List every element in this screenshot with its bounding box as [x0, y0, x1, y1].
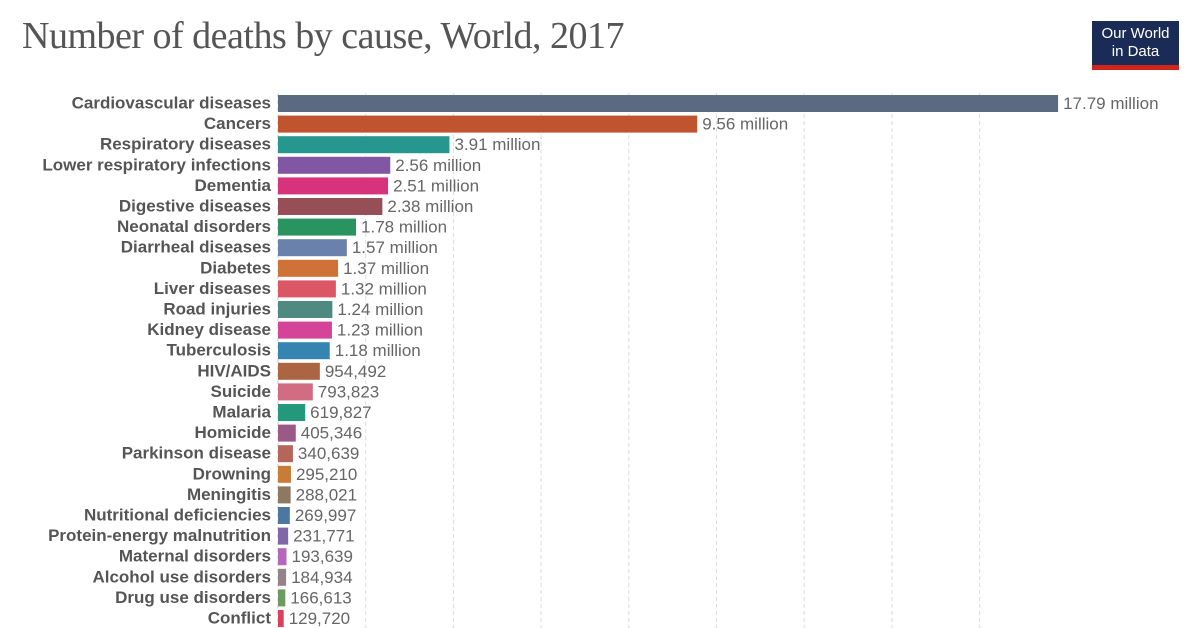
- bar[interactable]: [278, 383, 313, 401]
- value-label: 1.32 million: [341, 279, 427, 298]
- value-label: 166,613: [290, 588, 351, 607]
- value-label: 193,639: [291, 547, 352, 566]
- category-label: Conflict: [208, 609, 272, 628]
- category-label: Kidney disease: [147, 320, 271, 339]
- logo-line-1: Our World: [1101, 25, 1170, 42]
- bar[interactable]: [278, 136, 450, 154]
- value-label: 129,720: [289, 609, 350, 628]
- category-label: Cancers: [204, 114, 271, 133]
- value-label: 793,823: [318, 382, 379, 401]
- bar[interactable]: [278, 239, 347, 257]
- value-label: 954,492: [325, 362, 386, 381]
- bar[interactable]: [278, 568, 287, 586]
- bar[interactable]: [278, 280, 336, 298]
- our-world-in-data-logo[interactable]: Our World in Data: [1092, 21, 1179, 70]
- category-label: Diarrheal diseases: [121, 238, 271, 257]
- bar[interactable]: [278, 177, 389, 195]
- value-label: 1.23 million: [337, 321, 423, 340]
- value-label: 9.56 million: [702, 115, 788, 134]
- value-label: 1.24 million: [337, 300, 423, 319]
- value-label: 1.78 million: [361, 218, 447, 237]
- category-label: Maternal disorders: [119, 547, 271, 566]
- value-label: 17.79 million: [1063, 94, 1158, 113]
- bar[interactable]: [278, 527, 289, 545]
- value-label: 405,346: [301, 424, 362, 443]
- value-label: 340,639: [298, 444, 359, 463]
- value-label: 184,934: [291, 568, 352, 587]
- bar[interactable]: [278, 548, 287, 566]
- value-label: 2.51 million: [393, 176, 479, 195]
- bar[interactable]: [278, 424, 296, 442]
- bar[interactable]: [278, 610, 284, 627]
- bar[interactable]: [278, 198, 383, 215]
- bar[interactable]: [278, 589, 286, 607]
- value-label: 3.91 million: [454, 135, 540, 154]
- logo-accent-bar: [1092, 65, 1179, 70]
- gridlines: [277, 93, 981, 628]
- category-label: Nutritional deficiencies: [84, 506, 271, 525]
- category-label: Cardiovascular diseases: [72, 94, 271, 113]
- category-label: Protein-energy malnutrition: [48, 526, 271, 545]
- value-label: 619,827: [310, 403, 371, 422]
- value-label: 1.18 million: [335, 341, 421, 360]
- bar[interactable]: [278, 156, 391, 174]
- bar[interactable]: [278, 115, 698, 133]
- category-label: Meningitis: [187, 485, 271, 504]
- bar[interactable]: [278, 507, 290, 524]
- value-label: 231,771: [293, 527, 354, 546]
- bar[interactable]: [278, 95, 1059, 112]
- bar[interactable]: [278, 259, 339, 277]
- logo-line-2: in Data: [1111, 43, 1160, 60]
- category-label: Lower respiratory infections: [42, 155, 271, 174]
- bar[interactable]: [278, 486, 291, 504]
- bar[interactable]: [278, 445, 293, 463]
- category-label: Suicide: [211, 382, 271, 401]
- category-label: Digestive diseases: [119, 197, 271, 216]
- category-label: Respiratory diseases: [100, 135, 271, 154]
- category-label: Dementia: [194, 176, 271, 195]
- bar[interactable]: [278, 342, 330, 360]
- category-label: Alcohol use disorders: [92, 567, 271, 586]
- value-labels: 17.79 million 9.56 million 3.91 million 2.5…: [289, 94, 1159, 628]
- category-label: Tuberculosis: [166, 341, 271, 360]
- category-label: Homicide: [194, 423, 271, 442]
- value-label: 1.57 million: [352, 238, 438, 257]
- bar[interactable]: [278, 404, 306, 421]
- bars: [278, 95, 1059, 627]
- chart-title: Number of deaths by cause, World, 2017: [22, 15, 625, 57]
- bar[interactable]: [278, 362, 320, 380]
- value-label: 288,021: [296, 485, 357, 504]
- category-label: Parkinson disease: [122, 444, 271, 463]
- category-label: HIV/AIDS: [197, 361, 271, 380]
- value-label: 2.38 million: [387, 197, 473, 216]
- category-label: Drowning: [193, 464, 271, 483]
- bar[interactable]: [278, 301, 333, 318]
- bar[interactable]: [278, 321, 332, 339]
- bar[interactable]: [278, 465, 291, 483]
- value-label: 269,997: [295, 506, 356, 525]
- category-label: Malaria: [212, 403, 271, 422]
- category-label: Drug use disorders: [115, 588, 271, 607]
- value-label: 1.37 million: [343, 259, 429, 278]
- category-label: Diabetes: [200, 258, 271, 277]
- category-label: Road injuries: [163, 300, 271, 319]
- category-label: Neonatal disorders: [117, 217, 271, 236]
- category-label: Liver diseases: [154, 279, 271, 298]
- value-label: 295,210: [296, 465, 357, 484]
- bar[interactable]: [278, 218, 357, 236]
- value-label: 2.56 million: [395, 156, 481, 175]
